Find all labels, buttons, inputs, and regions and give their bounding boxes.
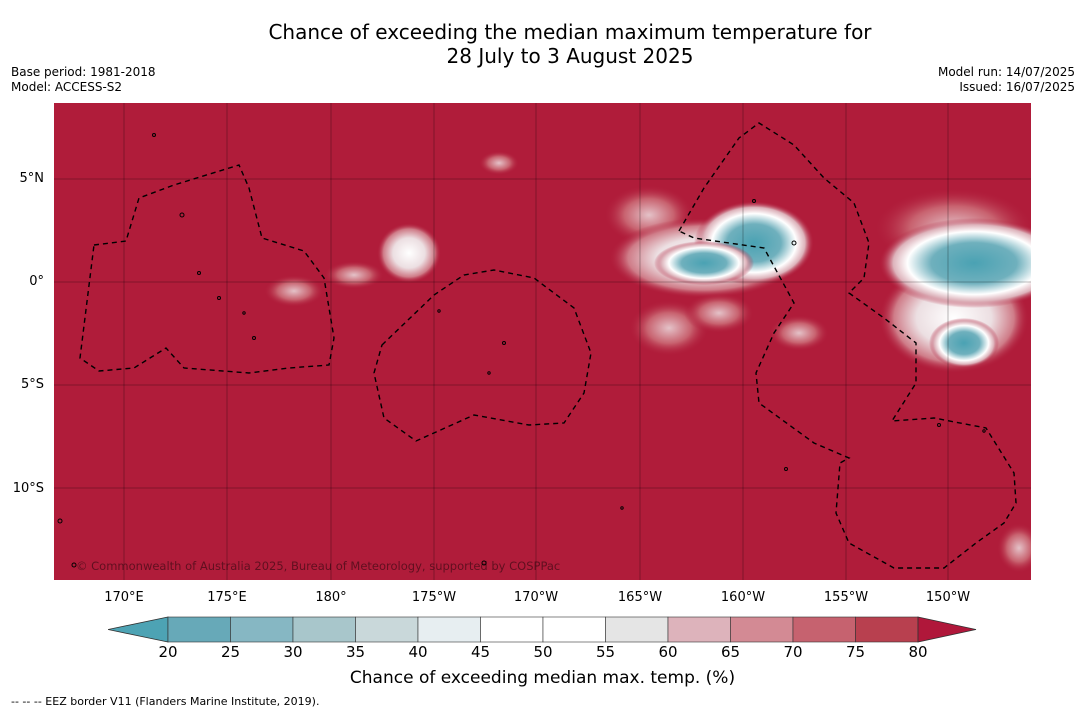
colorbar-tick-label: 60: [658, 643, 678, 661]
colorbar-segment: [480, 616, 544, 643]
colorbar-tick-label: 55: [595, 643, 616, 661]
title-line-1: Chance of exceeding the median maximum t…: [268, 20, 872, 44]
map-background: [54, 103, 1031, 580]
colorbar-segment: [417, 616, 481, 643]
lon-label-165w: 165°W: [617, 590, 663, 605]
colorbar-segment: [605, 616, 669, 643]
anomaly-areas: [264, 151, 1031, 573]
lon-label-170e: 170°E: [104, 590, 144, 605]
colorbar-under-triangle: [108, 616, 169, 643]
colorbar-tick-label: 80: [908, 643, 928, 661]
lat-label-5s: 5°S: [20, 377, 44, 392]
footnote: -- -- -- EEZ border V11 (Flanders Marine…: [11, 695, 320, 708]
lon-label-150w: 150°W: [925, 590, 971, 605]
lon-label-175w: 175°W: [411, 590, 457, 605]
colorbar-tick-label: 30: [283, 643, 303, 661]
meta-left: Base period: 1981-2018 Model: ACCESS-S2: [11, 65, 156, 95]
colorbar-over-triangle: [917, 616, 977, 643]
lat-label-10s: 10°S: [12, 481, 44, 496]
model-text: Model: ACCESS-S2: [11, 80, 123, 94]
colorbar-tick-label: 40: [408, 643, 428, 661]
colorbar-segment: [292, 616, 356, 643]
title-line-2: 28 July to 3 August 2025: [446, 44, 694, 68]
model-run-text: Model run: 14/07/2025: [937, 65, 1075, 79]
colorbar-tick-label: 50: [533, 643, 553, 661]
copyright-text: © Commonwealth of Australia 2025, Bureau…: [76, 559, 560, 573]
colorbar-label: Chance of exceeding median max. temp. (%…: [349, 668, 736, 688]
lon-label-160w: 160°W: [720, 590, 766, 605]
colorbar-segments: [167, 616, 919, 643]
lon-label-180: 180°: [315, 590, 347, 605]
lat-label-0: 0°: [29, 274, 44, 289]
probability-map: © Commonwealth of Australia 2025, Bureau…: [54, 103, 1031, 580]
lat-label-5n: 5°N: [19, 171, 45, 186]
colorbar-tick-label: 75: [845, 643, 866, 661]
lon-label-175e: 175°E: [207, 590, 247, 605]
map-title: Chance of exceeding the median maximum t…: [0, 20, 1085, 68]
colorbar-segment: [792, 616, 856, 643]
base-period-text: Base period: 1981-2018: [11, 65, 156, 79]
eez-borders: [79, 122, 1017, 569]
colorbar-segment: [542, 616, 606, 643]
colorbar-segment: [230, 616, 294, 643]
issued-text: Issued: 16/07/2025: [959, 80, 1075, 94]
islands: [57, 133, 986, 568]
colorbar-tick-label: 45: [470, 643, 491, 661]
colorbar-tick-label: 25: [220, 643, 241, 661]
colorbar-segment: [730, 616, 794, 643]
colorbar-segment: [355, 616, 419, 643]
graticule: [54, 103, 1031, 580]
colorbar-tick-label: 35: [345, 643, 366, 661]
lon-label-170w: 170°W: [513, 590, 559, 605]
colorbar-tick-label: 20: [158, 643, 178, 661]
colorbar-tick-label: 65: [720, 643, 741, 661]
colorbar-tick-label: 70: [783, 643, 803, 661]
colorbar: [108, 616, 977, 643]
colorbar-segment: [855, 616, 919, 643]
lon-label-155w: 155°W: [823, 590, 869, 605]
meta-right: Model run: 14/07/2025 Issued: 16/07/2025: [938, 65, 1075, 95]
colorbar-segment: [667, 616, 731, 643]
colorbar-segment: [167, 616, 231, 643]
